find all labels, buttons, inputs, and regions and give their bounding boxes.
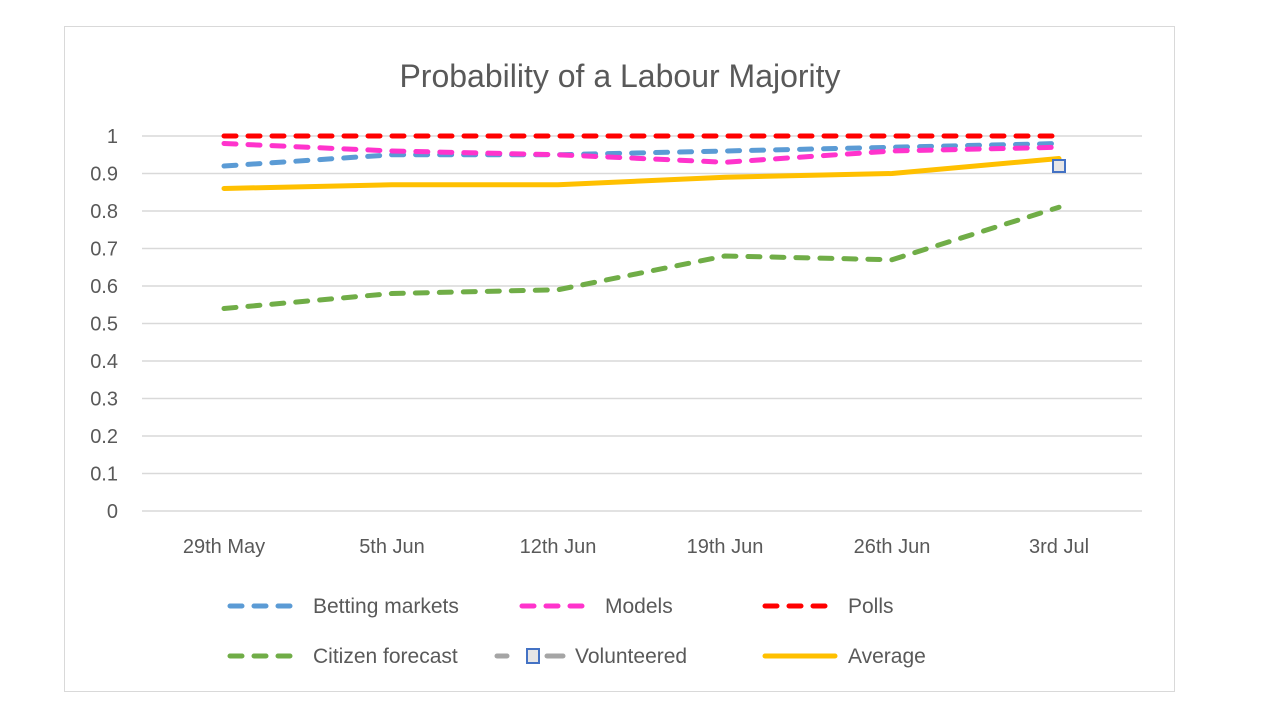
y-tick-label: 0.1 (90, 464, 118, 486)
gridlines (142, 135, 1142, 512)
y-tick-label: 0.2 (90, 426, 118, 448)
y-tick-label: 0.9 (90, 164, 118, 186)
legend-label: Models (605, 595, 673, 618)
x-tick-label: 29th May (183, 536, 265, 558)
legend-item-models: Models (519, 595, 673, 618)
y-tick-label: 0.8 (90, 201, 118, 223)
chart-title: Probability of a Labour Majority (399, 58, 840, 94)
legend-item-volunteered: Volunteered (494, 645, 687, 668)
y-tick-label: 0.7 (90, 239, 118, 261)
y-axis-ticks: 0 0.1 0.2 0.3 0.4 0.5 0.6 0.7 0.8 0.9 1 (90, 126, 118, 523)
legend-label: Average (848, 645, 926, 668)
x-tick-label: 19th Jun (687, 536, 764, 558)
series-line-models (221, 141, 1062, 165)
legend-item-polls: Polls (762, 595, 894, 618)
y-tick-label: 0.3 (90, 389, 118, 411)
legend-label: Citizen forecast (313, 645, 458, 668)
series-lines (221, 133, 1066, 311)
legend-item-average: Average (762, 645, 926, 668)
legend: Betting markets Models Polls Citizen foreca… (227, 595, 926, 668)
x-tick-label: 3rd Jul (1029, 536, 1089, 558)
y-tick-label: 1 (107, 126, 118, 148)
data-point-volunteered (1052, 159, 1066, 173)
y-tick-label: 0 (107, 501, 118, 523)
y-tick-label: 0.5 (90, 314, 118, 336)
legend-label: Betting markets (313, 595, 459, 618)
series-line-average (221, 156, 1062, 191)
legend-marker (526, 648, 540, 664)
legend-item-betting-markets: Betting markets (227, 595, 459, 618)
y-tick-label: 0.6 (90, 276, 118, 298)
x-tick-label: 5th Jun (359, 536, 425, 558)
x-tick-label: 26th Jun (854, 536, 931, 558)
x-axis-ticks: 29th May 5th Jun 12th Jun 19th Jun 26th Jun 3… (183, 536, 1089, 558)
series-line-citizen-forecast (221, 204, 1062, 311)
y-tick-label: 0.4 (90, 351, 118, 373)
legend-label: Volunteered (575, 645, 687, 668)
legend-item-citizen-forecast: Citizen forecast (227, 645, 458, 668)
series-line-betting-markets (221, 141, 1062, 169)
legend-label: Polls (848, 595, 894, 618)
x-tick-label: 12th Jun (520, 536, 597, 558)
